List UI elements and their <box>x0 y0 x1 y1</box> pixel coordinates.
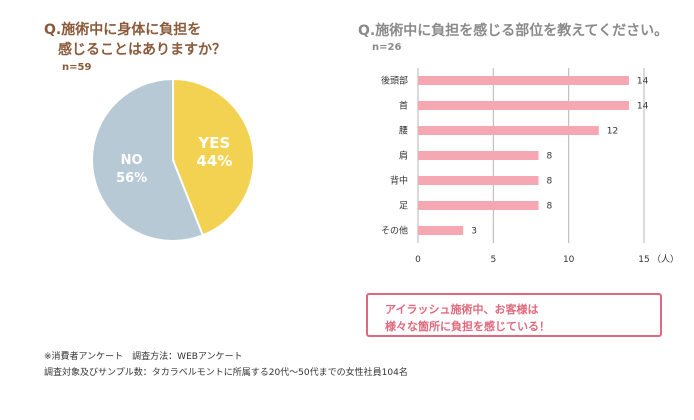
bar <box>418 101 629 110</box>
pie-slice-no <box>91 77 205 242</box>
x-tick-label: 5 <box>490 255 496 265</box>
category-label: 足 <box>399 201 408 212</box>
category-label: 首 <box>399 100 408 112</box>
value-label: 8 <box>547 177 553 187</box>
pie-slice-yes <box>172 77 255 237</box>
bar-question-title: Q.施術中に負担を感じる部位を教えてください。 <box>358 23 669 39</box>
category-label: 腰 <box>399 126 408 137</box>
value-label: 12 <box>607 127 618 137</box>
pie-question-title: Q.施術中に身体に負担を 感じることはありますか？ <box>44 20 226 60</box>
bar <box>418 151 539 160</box>
footnote-sample: 調査対象及びサンプル数：タカラベルモントに所属する20代～50代までの女性社員1… <box>44 368 408 378</box>
value-label: 14 <box>637 77 649 87</box>
callout-line1: アイラッシュ施術中、お客様は <box>385 303 539 316</box>
footnote-survey-method: ※消費者アンケート 調査方法：WEBアンケート <box>44 352 243 362</box>
pie-pct-no: 56% <box>116 171 147 186</box>
pie-sample-size: n=59 <box>62 62 92 73</box>
value-label: 3 <box>471 227 477 237</box>
callout-line2: 様々な箇所に負担を感じている！ <box>385 320 550 333</box>
category-label: その他 <box>381 225 408 237</box>
value-label: 14 <box>637 102 649 112</box>
bar-sample-size: n=26 <box>372 42 402 53</box>
pie-question-line2: 感じることはありますか？ <box>58 42 226 58</box>
x-tick-label: 0 <box>415 255 421 265</box>
value-label: 8 <box>547 152 553 162</box>
pie-question-line1: Q.施術中に身体に負担を <box>44 22 202 38</box>
pie-label-yes: YES <box>197 134 230 152</box>
x-unit-label: （人） <box>652 254 679 265</box>
x-tick-label: 15 <box>638 255 649 265</box>
bar <box>418 76 629 85</box>
value-label: 8 <box>547 202 553 212</box>
bar <box>418 176 539 185</box>
pie-pct-yes: 44% <box>196 152 232 170</box>
category-label: 背中 <box>390 175 408 187</box>
x-tick-label: 10 <box>563 255 575 265</box>
callout-box: アイラッシュ施術中、お客様は 様々な箇所に負担を感じている！ <box>366 293 662 337</box>
category-label: 肩 <box>399 150 408 162</box>
pie-label-no: NO <box>121 153 143 168</box>
bar <box>418 201 539 210</box>
bar <box>418 226 464 235</box>
bar <box>418 126 599 135</box>
category-label: 後頭部 <box>381 75 408 87</box>
